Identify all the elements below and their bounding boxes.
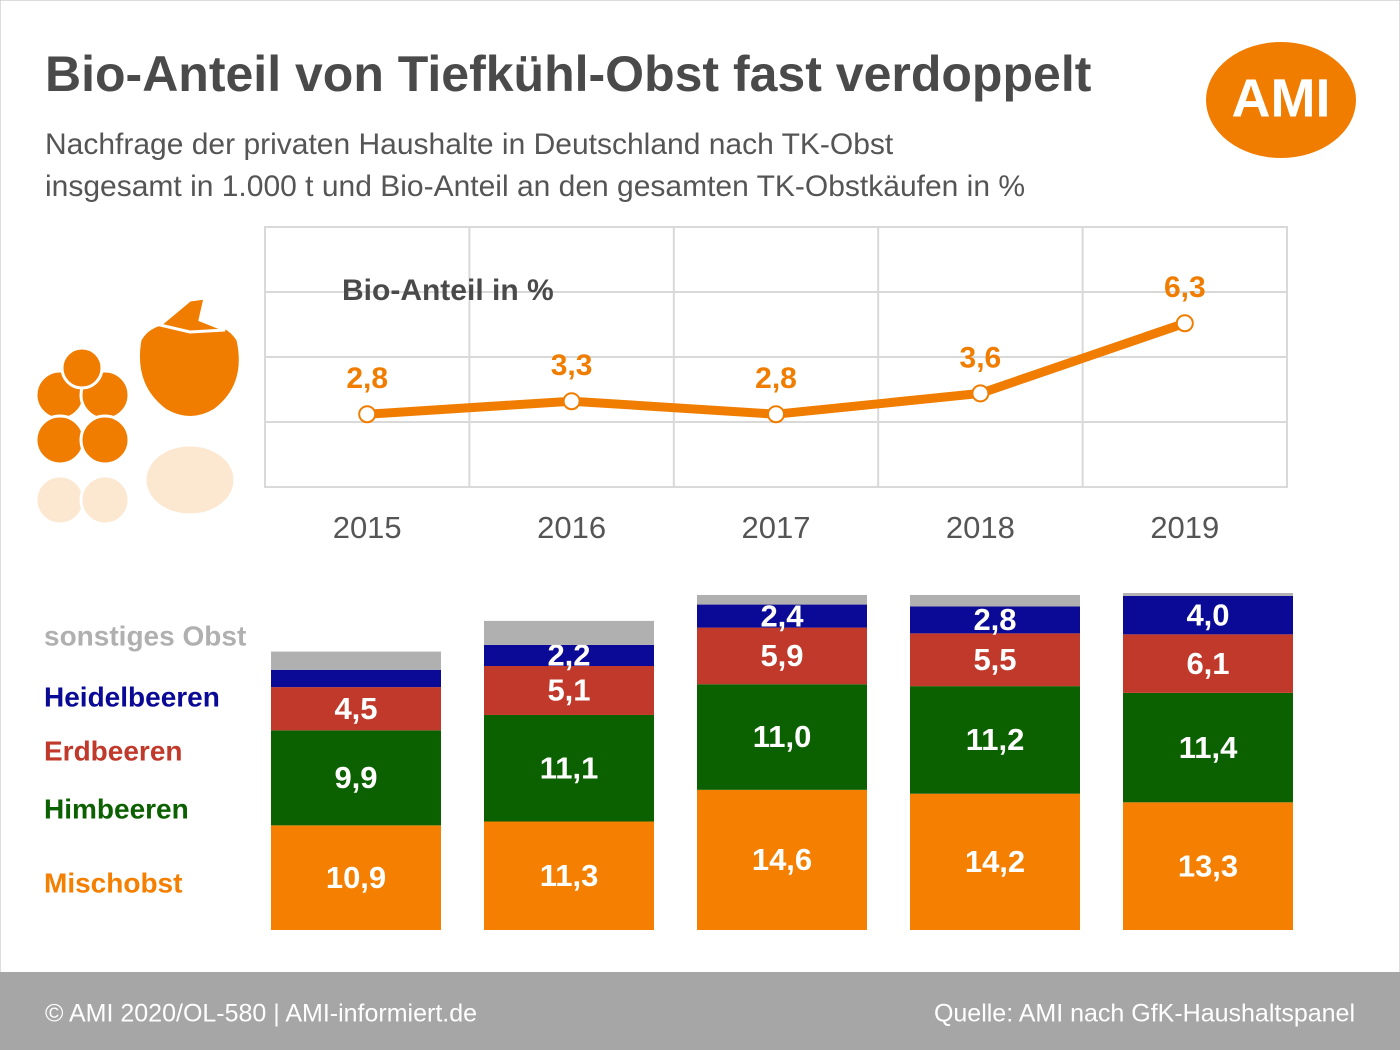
x-tick-label: 2017 xyxy=(742,510,811,545)
bar-segment xyxy=(1123,692,1293,803)
x-tick-label: 2016 xyxy=(537,510,606,545)
point xyxy=(562,392,581,411)
reflection xyxy=(34,443,237,526)
logo: AMI xyxy=(1232,68,1331,128)
legend-label: sonstiges Obst xyxy=(44,620,246,651)
value-label: 14,2 xyxy=(965,844,1025,879)
logo-badge xyxy=(1206,42,1356,158)
bar-segment xyxy=(484,714,654,822)
bar-segment xyxy=(697,789,867,930)
bar-segment xyxy=(1123,595,1293,635)
value-label: 5,1 xyxy=(547,673,590,708)
bar-segment xyxy=(697,594,867,605)
berry-icon xyxy=(34,414,86,466)
value-label: 14,6 xyxy=(752,842,812,877)
value-label: 11,1 xyxy=(540,750,599,785)
subtitle: Nachfrage der privaten Haushalte in Deut… xyxy=(45,128,894,161)
bar-segment xyxy=(910,633,1080,687)
value-label: 11,4 xyxy=(1179,730,1238,765)
bar-segment xyxy=(910,594,1080,607)
title: Bio-Anteil von Tiefkühl-Obst fast verdop… xyxy=(45,46,1092,102)
value-label: 11,0 xyxy=(753,719,812,754)
value-label: 3,6 xyxy=(960,341,1002,374)
legend-label: Mischobst xyxy=(44,867,182,898)
bar-segment xyxy=(1123,802,1293,930)
value-label: 3,3 xyxy=(551,349,593,382)
bar-segment xyxy=(271,651,441,670)
footer-left: © AMI 2020/OL-580 | AMI-informiert.de xyxy=(45,1000,477,1028)
value-label: 2,8 xyxy=(346,362,388,395)
bar-segment xyxy=(697,627,867,685)
bar-segment xyxy=(271,687,441,731)
fruit-icons xyxy=(34,296,242,526)
x-tick-label: 2019 xyxy=(1150,510,1219,545)
subtitle: insgesamt in 1.000 t und Bio-Anteil an d… xyxy=(45,170,1025,203)
bar-segment xyxy=(910,606,1080,634)
point xyxy=(358,405,377,424)
legend-label: Erdbeeren xyxy=(44,735,183,766)
berry-icon xyxy=(79,414,131,466)
bar-segment xyxy=(910,793,1080,930)
value-label: 2,8 xyxy=(973,602,1016,637)
value-label: 9,9 xyxy=(334,760,377,795)
point xyxy=(767,405,785,424)
legend-label: Heidelbeeren xyxy=(44,681,220,712)
strawberry-leaf xyxy=(156,296,226,334)
x-tick-label: 2015 xyxy=(333,510,402,545)
annotation: Bio-Anteil in % xyxy=(342,274,554,307)
bar-segment xyxy=(1123,634,1293,693)
value-label: 4,5 xyxy=(334,691,377,726)
bar-segment xyxy=(484,644,654,666)
footer-right: Quelle: AMI nach GfK-Haushaltspanel xyxy=(934,1000,1355,1028)
bar-segment xyxy=(484,821,654,930)
value-label: 4,0 xyxy=(1186,597,1229,632)
footer-band xyxy=(0,972,1400,1050)
value-label: 10,9 xyxy=(326,860,386,895)
bar-segment xyxy=(271,730,441,826)
value-label: 6,3 xyxy=(1164,271,1206,304)
value-label: 13,3 xyxy=(1178,848,1238,883)
bar-segment xyxy=(697,684,867,790)
bar-segment xyxy=(484,666,654,715)
bar-segment xyxy=(271,825,441,930)
bar-segment xyxy=(271,669,441,688)
value-label: 6,1 xyxy=(1186,646,1229,681)
bar-segment xyxy=(910,686,1080,794)
bar-segment xyxy=(484,620,654,645)
point xyxy=(1175,314,1194,333)
bar-segment xyxy=(1123,593,1293,596)
value-label: 5,5 xyxy=(973,642,1016,677)
value-label: 2,8 xyxy=(755,362,797,395)
value-label: 11,2 xyxy=(966,722,1025,757)
value-label: 5,9 xyxy=(760,638,803,673)
x-tick-label: 2018 xyxy=(946,510,1015,545)
value-label: 11,3 xyxy=(540,858,599,893)
legend-label: Himbeeren xyxy=(44,793,189,824)
point xyxy=(971,384,990,403)
bar-segment xyxy=(697,604,867,628)
berry-icon xyxy=(60,346,104,390)
